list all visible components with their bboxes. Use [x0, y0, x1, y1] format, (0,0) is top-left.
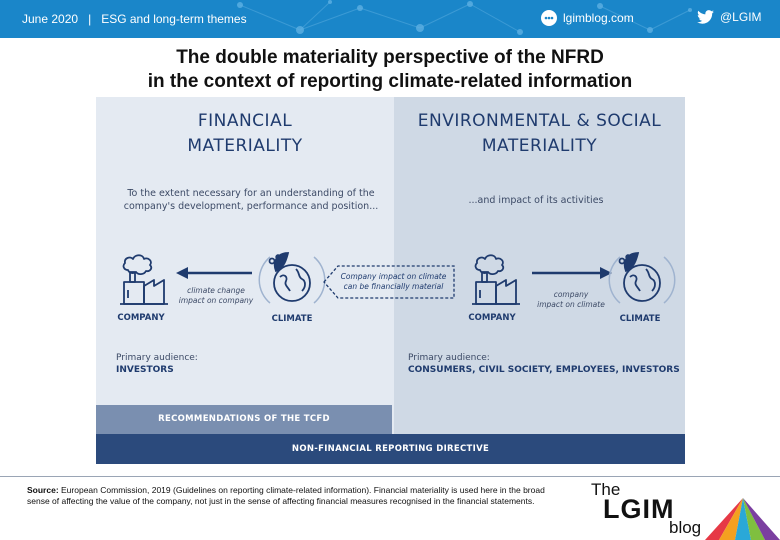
environmental-arrow-label: company impact on climate	[528, 290, 614, 310]
banner-separator: |	[88, 12, 92, 26]
center-impact-line-2: can be financially material	[343, 282, 444, 291]
source-label: Source:	[27, 485, 59, 495]
arrow-left-icon	[176, 267, 252, 279]
environmental-company-label: COMPANY	[468, 313, 516, 323]
blog-icon	[541, 10, 557, 26]
environmental-social-heading: ENVIRONMENTAL & SOCIAL MATERIALITY	[394, 109, 685, 159]
financial-description: To the extent necessary for an understan…	[106, 187, 396, 213]
env-arrow-line-2: impact on climate	[537, 300, 605, 309]
arrow-right-icon	[532, 267, 612, 279]
financial-heading-line-2: MATERIALITY	[187, 136, 303, 156]
center-impact-label: Company impact on climate can be financi…	[335, 268, 452, 296]
logo-blog: blog	[669, 518, 702, 537]
umbrella-icon	[705, 498, 780, 540]
environmental-audience-label: Primary audience:	[408, 353, 490, 363]
footer-divider	[0, 476, 780, 477]
lgim-blog-logo: The LGIM blog	[585, 480, 780, 540]
globe-leaf-icon	[608, 252, 676, 304]
financial-audience-label: Primary audience:	[116, 353, 198, 363]
twitter-icon	[697, 10, 714, 24]
environmental-audience-value: CONSUMERS, CIVIL SOCIETY, EMPLOYEES, INV…	[408, 365, 680, 375]
tcfd-bar: RECOMMENDATIONS OF THE TCFD	[96, 405, 392, 434]
source-text: European Commission, 2019 (Guidelines on…	[27, 485, 545, 506]
financial-desc-line-1: To the extent necessary for an understan…	[127, 188, 375, 199]
materiality-diagram: FINANCIAL MATERIALITY To the extent nece…	[96, 97, 685, 464]
financial-arrow-label: climate change impact on company	[174, 286, 258, 306]
twitter-handle: @LGIM	[720, 10, 762, 24]
logo-the: The	[591, 480, 621, 499]
banner-section: ESG and long-term themes	[101, 12, 247, 26]
financial-desc-line-2: company's development, performance and p…	[123, 201, 379, 212]
center-impact-line-1: Company impact on climate	[340, 272, 447, 281]
financial-arrow-line-2: impact on company	[178, 296, 254, 305]
financial-audience-value: INVESTORS	[116, 365, 174, 375]
network-pattern-icon	[237, 0, 692, 35]
env-heading-line-1: ENVIRONMENTAL & SOCIAL	[417, 111, 662, 131]
blog-link[interactable]: lgimblog.com	[541, 10, 634, 26]
environmental-description: ...and impact of its activities	[468, 195, 604, 206]
financial-heading-line-1: FINANCIAL	[197, 111, 293, 131]
banner-left: June 2020 | ESG and long-term themes	[22, 12, 247, 26]
twitter-link[interactable]: @LGIM	[697, 10, 762, 24]
blog-url: lgimblog.com	[563, 11, 634, 25]
globe-leaf-icon	[258, 252, 326, 304]
logo-lgim: LGIM	[603, 494, 675, 524]
env-heading-line-2: MATERIALITY	[481, 136, 598, 156]
factory-icon	[120, 254, 168, 305]
banner-date: June 2020	[22, 12, 79, 26]
title-line-2: in the context of reporting climate-rela…	[147, 71, 633, 92]
factory-icon	[472, 254, 520, 305]
financial-company-label: COMPANY	[117, 313, 165, 323]
top-banner: June 2020 | ESG and long-term themes lgimb…	[0, 0, 780, 38]
environmental-climate-label: CLIMATE	[619, 314, 661, 324]
financial-climate-label: CLIMATE	[271, 314, 313, 324]
source-note: Source: European Commission, 2019 (Guide…	[27, 485, 557, 506]
title-line-1: The double materiality perspective of th…	[176, 47, 604, 68]
page-title: The double materiality perspective of th…	[0, 46, 780, 94]
dashed-arrow-box	[323, 265, 455, 299]
env-arrow-line-1: company	[553, 290, 589, 299]
nfrd-bar: NON-FINANCIAL REPORTING DIRECTIVE	[96, 434, 685, 464]
financial-materiality-heading: FINANCIAL MATERIALITY	[96, 109, 394, 159]
financial-arrow-line-1: climate change	[187, 286, 245, 295]
